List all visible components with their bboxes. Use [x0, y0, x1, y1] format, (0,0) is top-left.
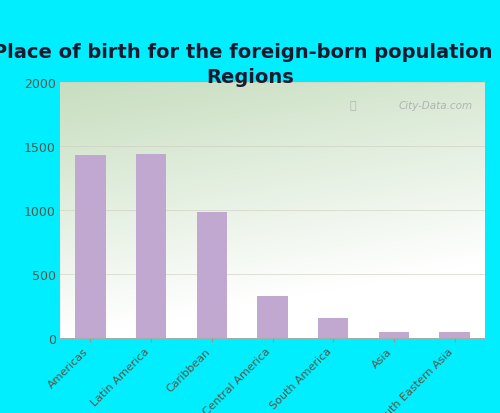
Bar — [136, 154, 166, 339]
Text: Place of birth for the foreign-born population -
Regions: Place of birth for the foreign-born popu… — [0, 43, 500, 87]
Bar — [440, 332, 470, 339]
Bar — [196, 213, 227, 339]
Text: City-Data.com: City-Data.com — [398, 100, 472, 111]
Bar — [75, 156, 106, 339]
Bar — [258, 297, 288, 339]
Text: ⓘ: ⓘ — [349, 100, 356, 111]
Bar — [318, 318, 348, 339]
Bar — [379, 332, 409, 339]
